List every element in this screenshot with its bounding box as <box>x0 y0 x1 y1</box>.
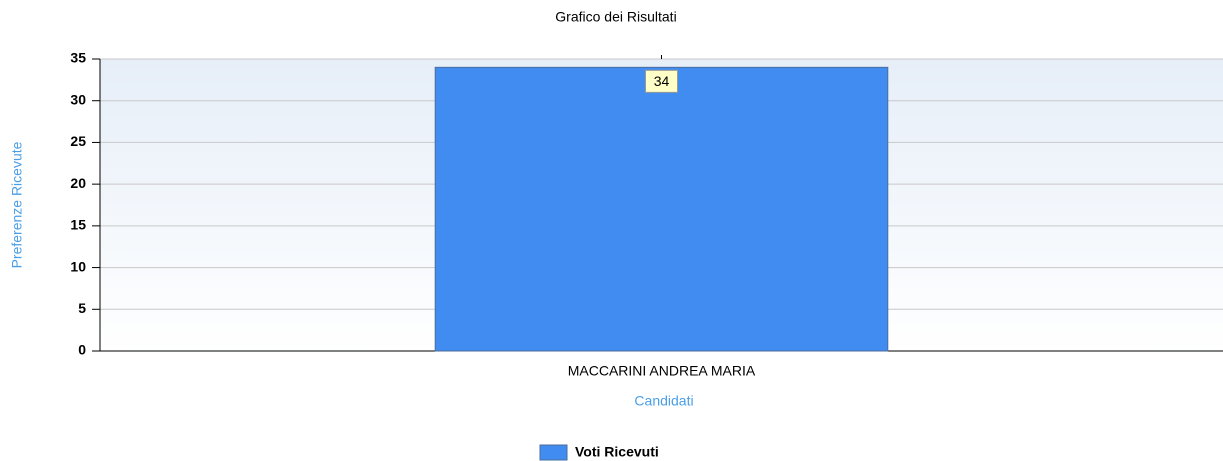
bar <box>434 66 889 352</box>
legend-label: Voti Ricevuti <box>575 444 659 460</box>
chart-title: Grafico dei Risultati <box>555 9 676 25</box>
y-tick-label: 0 <box>78 342 86 358</box>
y-tick-label: 35 <box>70 50 86 66</box>
y-tick-label: 10 <box>70 258 86 274</box>
y-axis-label: Preferenze Ricevute <box>9 141 25 268</box>
value-label: 34 <box>654 73 670 89</box>
y-tick-label: 30 <box>70 91 86 107</box>
y-tick-label: 25 <box>70 133 86 149</box>
x-tick-label: MACCARINI ANDREA MARIA <box>568 363 756 379</box>
legend-swatch <box>539 444 568 461</box>
value-label-box <box>645 69 678 93</box>
y-tick-label: 20 <box>70 175 86 191</box>
x-axis-label: Candidati <box>634 393 693 409</box>
y-tick-label: 15 <box>70 217 86 233</box>
y-tick-label: 5 <box>78 300 86 316</box>
